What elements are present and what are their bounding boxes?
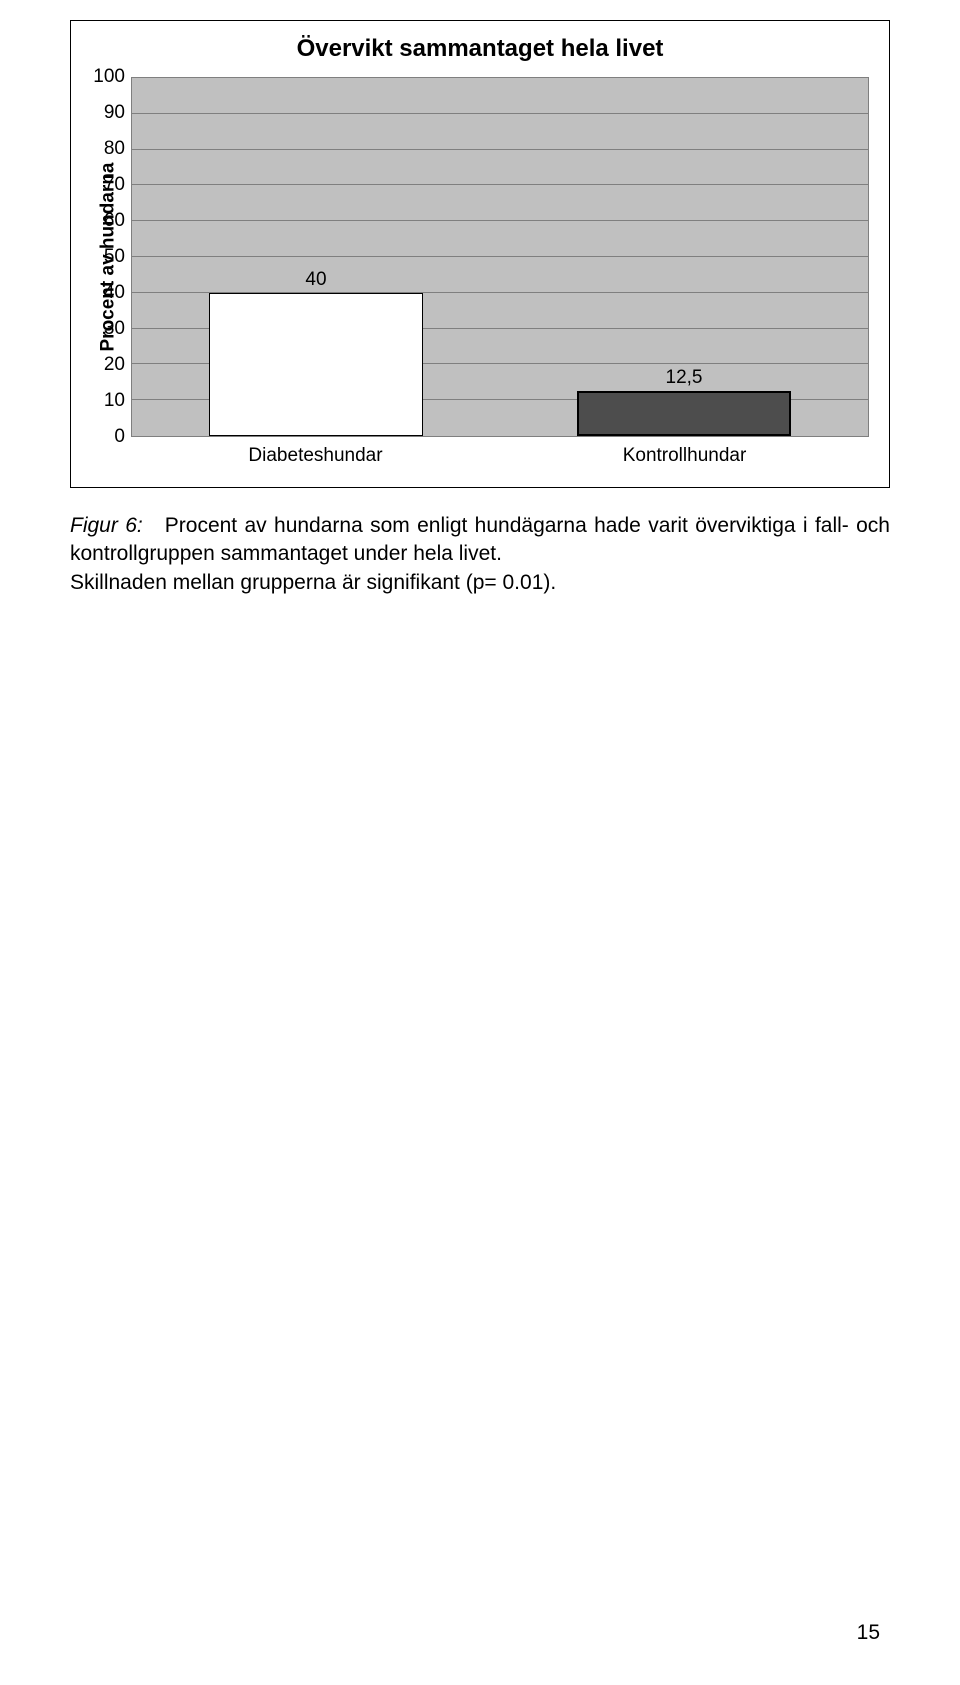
- x-axis-category-label: Diabeteshundar: [131, 437, 500, 467]
- x-axis-category-label: Kontrollhundar: [500, 437, 869, 467]
- figure-caption: Figur 6: Procent av hundarna som enligt …: [70, 512, 890, 597]
- xlabel-spacer: [91, 437, 131, 467]
- caption-sentence-2: Skillnaden mellan grupperna är signifika…: [70, 571, 556, 594]
- chart-frame: Övervikt sammantaget hela livet Procent …: [70, 20, 890, 488]
- bar-value-label: 12,5: [666, 367, 703, 389]
- bar-rect: [209, 293, 422, 436]
- bar-rect: [577, 391, 790, 436]
- caption-sentence-1: Procent av hundarna som enligt hundägarn…: [70, 514, 890, 565]
- bar-slot: 40: [132, 78, 500, 436]
- bars-container: 40 12,5: [132, 78, 868, 436]
- figure-label: Figur 6:: [70, 514, 143, 537]
- chart-body: Procent av hundarna 10090807060504030201…: [91, 77, 869, 437]
- page-number: 15: [857, 1621, 880, 1645]
- bar-slot: 12,5: [500, 78, 868, 436]
- bar-value-label: 40: [305, 269, 326, 291]
- plot-area: 40 12,5: [131, 77, 869, 437]
- x-axis-labels: DiabeteshundarKontrollhundar: [91, 437, 869, 467]
- page: Övervikt sammantaget hela livet Procent …: [0, 0, 960, 1685]
- chart-title: Övervikt sammantaget hela livet: [91, 35, 869, 63]
